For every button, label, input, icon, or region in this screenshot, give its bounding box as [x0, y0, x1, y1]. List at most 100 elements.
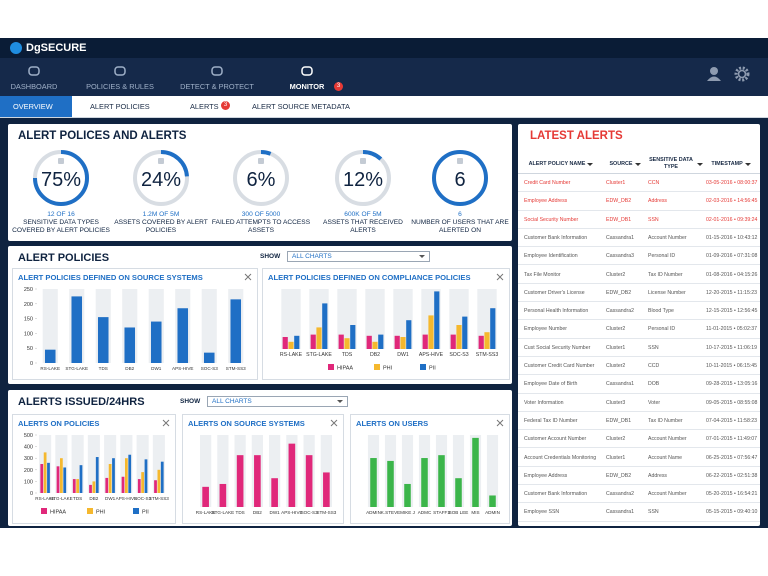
column-header[interactable]: SENSITIVE DATA TYPE: [646, 156, 704, 172]
table-cell: Cassandra2: [606, 308, 634, 315]
tab[interactable]: ALERT SOURCE METADATA: [242, 96, 362, 117]
nav-item[interactable]: DETECT & PROTECT: [180, 82, 254, 91]
sort-icon: [744, 162, 751, 169]
gauge-icon: [58, 158, 64, 164]
table-cell: 03-05-2016 • 08:00:37: [706, 180, 758, 186]
table-cell: Cluster2: [606, 326, 626, 333]
table-cell: 12-15-2015 • 12:56:45: [706, 308, 758, 315]
table-row[interactable]: Personal Health Information Cassandra2 Blo…: [518, 302, 760, 321]
table-cell: Federal Tax ID Number: [524, 417, 578, 424]
table-row[interactable]: Tax File Monitor Cluster2 Tax ID Number 01-…: [518, 266, 760, 284]
gauge-value: 75%: [41, 169, 81, 191]
table-row[interactable]: Employee Address EDW_DB2 Address 02-03-2016…: [518, 192, 760, 211]
column-header[interactable]: ALERT POLICY NAME: [522, 156, 600, 172]
gauge-caption: ASSETS COVERED BY ALERT POLICIES: [114, 219, 208, 234]
header-label: SOURCE: [609, 160, 633, 167]
table-cell: 02-01-2016 • 09:39:24: [706, 216, 758, 223]
table-cell: Cassandra1: [606, 509, 634, 516]
table-row[interactable]: Federal Tax ID Number EDW_DB1 Tax ID Numbe…: [518, 412, 760, 431]
table-cell: Cust Social Security Number: [524, 344, 591, 351]
table-cell: Personal Health Information: [524, 308, 589, 315]
table-cell: Employee Address: [524, 472, 568, 479]
icon-shape: [211, 66, 223, 76]
chart-filter[interactable]: ALL CHARTS: [207, 396, 348, 407]
table-cell: Cluster1: [606, 180, 626, 186]
table-cell: EDW_DB2: [606, 289, 632, 296]
table-cell: EDW_DB1: [606, 417, 632, 424]
tab-label: ALERT POLICIES: [90, 102, 150, 111]
gauge-caption: FAILED ATTEMPTS TO ACCESS ASSETS: [211, 219, 311, 234]
table-row[interactable]: Customer Driver's License EDW_DB2 License …: [518, 284, 760, 303]
header-rule: [518, 173, 760, 174]
tab[interactable]: ALERT POLICIES: [80, 96, 160, 117]
close-button[interactable]: [330, 419, 338, 427]
table-row[interactable]: Employee Date of Birth Cassandra1 DOB 09-28…: [518, 375, 760, 394]
nav-item[interactable]: DASHBOARD: [10, 82, 58, 91]
gauge-icon: [457, 158, 463, 164]
tab[interactable]: OVERVIEW: [0, 96, 72, 117]
close-button[interactable]: [162, 419, 170, 427]
logo[interactable]: DgSECURE: [26, 42, 87, 54]
close-button[interactable]: [496, 273, 504, 281]
gauge-arc: [362, 150, 383, 161]
table-cell: Personal ID: [648, 326, 676, 333]
table-cell: Cassandra1: [606, 381, 634, 388]
table-cell: Social Security Number: [524, 216, 579, 223]
nav-item[interactable]: MONITOR: [289, 82, 325, 91]
close-button[interactable]: [244, 273, 252, 281]
table-cell: DOB: [648, 381, 660, 388]
tab-label: ALERT SOURCE METADATA: [252, 102, 350, 111]
table-cell: 06-22-2015 • 02:51:38: [706, 472, 758, 479]
table-cell: Customer Bank Information: [524, 491, 588, 498]
column-header[interactable]: TIMESTAMP: [704, 156, 758, 172]
close-icon: [244, 273, 252, 281]
table-row[interactable]: Voter Information Cluster3 Voter 09-05-2015…: [518, 394, 760, 412]
table-cell: Voter: [648, 399, 661, 406]
table-cell: SSN: [648, 344, 659, 351]
show-label: SHOW: [260, 253, 281, 260]
table-row[interactable]: Customer Account Number Cluster2 Account N…: [518, 430, 760, 449]
table-cell: 01-09-2016 • 07:31:08: [706, 253, 758, 260]
table-row[interactable]: Credit Card Number Cluster1 CCN 03-05-2016 …: [518, 174, 760, 193]
table-cell: Cassandra3: [606, 253, 634, 260]
panel-title: LATEST ALERTS: [530, 130, 623, 142]
user-icon[interactable]: [707, 67, 721, 81]
table-row[interactable]: Customer Bank Information Cassandra2 Accou…: [518, 485, 760, 504]
tab[interactable]: ALERTS 3: [180, 96, 236, 117]
table-cell: EDW_DB1: [606, 216, 632, 223]
latest-alerts-panel: LATEST ALERTS ALERT POLICY NAME SOURCE SEN…: [518, 124, 760, 526]
sort-icon: [697, 162, 703, 169]
table-row[interactable]: Social Security Number EDW_DB1 SSN 02-01-20…: [518, 211, 760, 229]
table-cell: 11-01-2015 • 05:02:37: [706, 326, 758, 333]
tab-badge: 3: [221, 101, 230, 110]
table-row[interactable]: Employee Identification Cassandra3 Persona…: [518, 247, 760, 266]
table-cell: Address: [648, 198, 668, 205]
column-header[interactable]: SOURCE: [604, 156, 646, 172]
table-row[interactable]: Customer Credit Card Number Cluster2 CCD 10…: [518, 357, 760, 376]
chart-filter[interactable]: ALL CHARTS: [287, 251, 430, 262]
gauge-arc: [33, 150, 89, 206]
table-cell: Employee Number: [524, 326, 567, 333]
close-button[interactable]: [496, 419, 504, 427]
table-cell: EDW_DB2: [606, 198, 632, 205]
table-cell: Cluster2: [606, 271, 626, 278]
close-icon: [162, 419, 170, 427]
gauge-detail: 1.2M OF 5M: [142, 211, 180, 218]
gauge-arc: [260, 150, 272, 156]
table-row[interactable]: Employee Address EDW_DB2 Address 06-22-2015…: [518, 467, 760, 486]
table-row[interactable]: Customer Bank Information Cassandra1 Accou…: [518, 229, 760, 248]
settings-icon[interactable]: [734, 66, 750, 82]
sort-icon: [634, 162, 641, 169]
table-row[interactable]: Account Credentials Monitoring Cluster1 Ac…: [518, 449, 760, 467]
table-row[interactable]: Employee SSN Cassandra1 SSN 05-15-2015 • 09…: [518, 503, 760, 522]
table-row[interactable]: Cust Social Security Number Cluster1 SSN 10…: [518, 339, 760, 357]
nav-item[interactable]: POLICIES & RULES: [86, 82, 154, 91]
table-cell: Customer Driver's License: [524, 289, 585, 296]
gauge-value: 6%: [247, 169, 276, 191]
table-cell: EDW_DB2: [606, 472, 632, 479]
tab-bar: OVERVIEW ALERT POLICIES ALERTS 3 ALERT SOURC…: [0, 96, 768, 118]
table-row[interactable]: Employee Number Cluster2 Personal ID 11-01-…: [518, 320, 760, 339]
table-cell: Customer Credit Card Number: [524, 363, 595, 369]
gauges: 75% 24% 6% 12% 6 12 OF 16 SENSITIVE DATA TYPES…: [8, 124, 512, 241]
gauge-value: 12%: [343, 169, 383, 191]
